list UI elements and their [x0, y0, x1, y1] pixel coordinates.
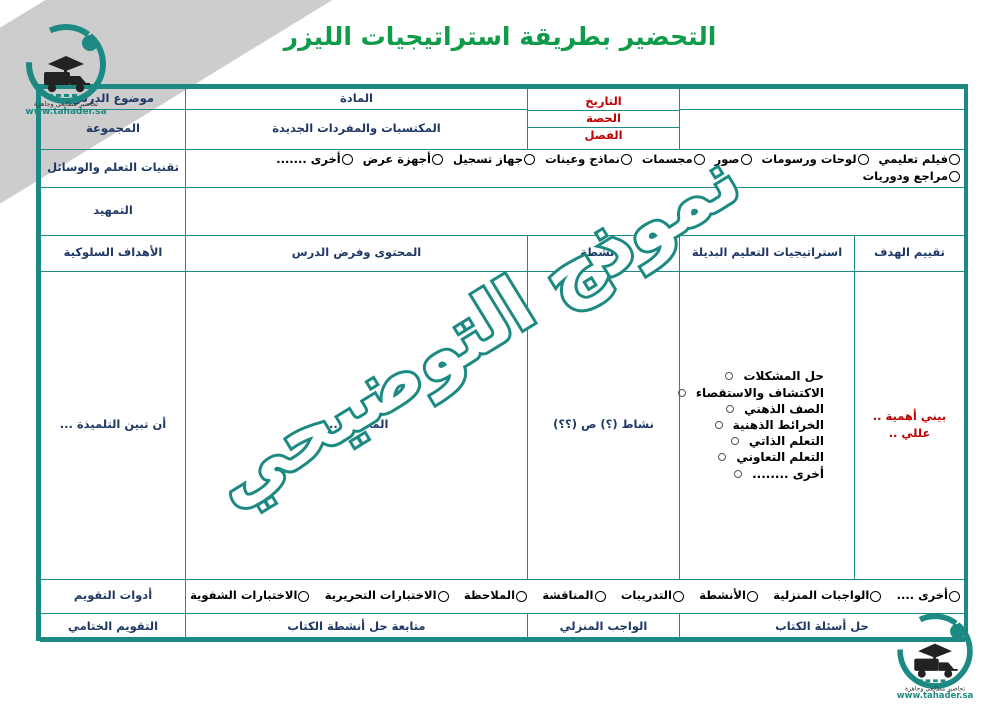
lesson-plan-table: التاريخ الحصة الفصل المادة موضوع الدرس ا… — [40, 88, 965, 642]
goal-eval-line-1: بيني أهمية .. — [872, 408, 947, 423]
checkbox-icon[interactable] — [298, 590, 310, 602]
assessment-option[interactable]: الملاحظة — [464, 588, 528, 604]
tools-options-cell[interactable]: فيلم تعليمي لوحات ورسومات صور مجسمات نما… — [185, 148, 965, 188]
tools-option[interactable]: مراجع ودوريات — [863, 169, 960, 185]
checkbox-icon[interactable] — [437, 590, 449, 602]
subject-label: المادة — [185, 88, 528, 110]
radio-icon[interactable] — [718, 453, 727, 462]
assessment-option[interactable]: الواجبات المنزلية — [773, 588, 882, 604]
intro-value-cell[interactable] — [185, 186, 965, 236]
column-header-strategies: استراتيجيات التعليم البديلة — [679, 234, 855, 272]
table-row-intro: التمهيد — [40, 186, 965, 236]
column-header-activities: الأنشطة — [527, 234, 680, 272]
table-row-tools: فيلم تعليمي لوحات ورسومات صور مجسمات نما… — [40, 148, 965, 188]
goal-eval-cell[interactable]: بيني أهمية .. عللي .. — [854, 270, 965, 580]
tools-option[interactable]: نماذج وعينات — [545, 152, 632, 168]
tools-option[interactable]: فيلم تعليمي — [879, 152, 960, 168]
column-header-content: المحتوى وفرض الدرس — [185, 234, 528, 272]
assessment-option[interactable]: أخرى .... — [897, 588, 960, 604]
assessment-option-list: أخرى .... الواجبات المنزلية الأنشطة التد… — [190, 588, 960, 604]
radio-icon[interactable] — [730, 437, 739, 446]
checkbox-icon[interactable] — [672, 590, 684, 602]
tools-option[interactable]: مجسمات — [642, 152, 705, 168]
page-title: التحضير بطريقة استراتيجيات الليزر — [283, 22, 717, 51]
checkbox-icon[interactable] — [431, 153, 443, 165]
radio-icon[interactable] — [725, 372, 734, 381]
strategies-cell[interactable]: حل المشكلات الاكتشاف والاستقصاء الصف الذ… — [677, 270, 855, 580]
goal-eval-line-2: عللي .. — [888, 426, 931, 441]
checkbox-icon[interactable] — [740, 153, 752, 165]
homework-label-cell: الواجب المنزلي — [527, 612, 680, 642]
radio-icon[interactable] — [714, 421, 723, 430]
homework-value-cell[interactable]: حل أسئلة الكتاب — [679, 612, 965, 642]
tools-option-list: فيلم تعليمي لوحات ورسومات صور مجسمات نما… — [190, 152, 960, 185]
radio-icon[interactable] — [677, 388, 686, 397]
checkbox-icon[interactable] — [949, 590, 960, 602]
date-label: التاريخ — [528, 94, 679, 111]
assessment-option[interactable]: الاختبارات التحريرية — [325, 588, 449, 604]
class-label: الفصل — [584, 127, 623, 142]
table-row-body: بيني أهمية .. عللي .. حل المشكلات الاكتش… — [40, 270, 965, 580]
checkbox-icon[interactable] — [746, 590, 758, 602]
checkbox-icon[interactable] — [620, 153, 632, 165]
strategy-item[interactable]: التعلم الذاتي — [680, 433, 850, 449]
strategy-item[interactable]: التعلم التعاوني — [680, 449, 850, 465]
assessment-tools-label: أدوات التقويم — [40, 578, 186, 614]
table-row-group: المكتسبات والمفردات الجديدة المجموعة — [40, 108, 965, 150]
checkbox-icon[interactable] — [594, 590, 606, 602]
content-cell[interactable]: المحتوي ... — [185, 270, 528, 580]
radio-icon[interactable] — [726, 404, 735, 413]
checkbox-icon[interactable] — [516, 590, 528, 602]
column-header-goal-eval: تقييم الهدف — [854, 234, 965, 272]
table-row-lesson-topic: التاريخ الحصة الفصل المادة موضوع الدرس — [40, 88, 965, 150]
tools-label: تقنيات التعلم والوسائل — [40, 148, 186, 188]
strategy-item[interactable]: الاكتشاف والاستقصاء — [677, 385, 850, 401]
strategy-item[interactable]: حل المشكلات — [680, 368, 850, 384]
checkbox-icon[interactable] — [524, 153, 536, 165]
logo-site: www.tahader.sa — [897, 690, 974, 700]
assessment-option[interactable]: الاختبارات الشفوية — [190, 588, 310, 604]
activities-cell[interactable]: نشاط (؟) ص (؟؟) — [527, 270, 680, 580]
checkbox-icon[interactable] — [949, 153, 960, 165]
strategy-item[interactable]: الخرائط الذهنية — [680, 417, 850, 433]
checkbox-icon[interactable] — [341, 153, 353, 165]
tools-option[interactable]: لوحات ورسومات — [762, 152, 869, 168]
checkbox-icon[interactable] — [949, 171, 960, 183]
tools-option[interactable]: صور — [715, 152, 752, 168]
period-label: الحصة — [528, 111, 679, 128]
column-header-objectives: الأهداف السلوكية — [40, 234, 186, 272]
table-row-closing-eval: حل أسئلة الكتاب الواجب المنزلي متابعة حل… — [40, 612, 965, 642]
assessment-option[interactable]: التدريبات — [621, 588, 684, 604]
radio-icon[interactable] — [734, 469, 743, 478]
group-value-cell[interactable] — [679, 108, 965, 150]
tools-option[interactable]: جهاز تسجيل — [453, 152, 536, 168]
new-vocab-label: المكتسبات والمفردات الجديدة — [185, 108, 528, 150]
followup-cell[interactable]: متابعة حل أنشطة الكتاب — [185, 612, 528, 642]
assessment-option[interactable]: المناقشة — [542, 588, 606, 604]
strategy-item[interactable]: الصف الذهني — [680, 401, 850, 417]
checkbox-icon[interactable] — [870, 590, 882, 602]
logo-tagline: تحاضير مطابعي وجاهزة — [905, 686, 965, 693]
checkbox-icon[interactable] — [857, 153, 869, 165]
assessment-option[interactable]: الأنشطة — [699, 588, 758, 604]
strategies-list: حل المشكلات الاكتشاف والاستقصاء الصف الذ… — [677, 362, 854, 487]
group-label: المجموعة — [40, 108, 186, 150]
lesson-topic-label: موضوع الدرس — [40, 88, 186, 110]
closing-eval-label: التقويم الختامي — [40, 612, 186, 642]
table-row-column-headers: تقييم الهدف استراتيجيات التعليم البديلة … — [40, 234, 965, 272]
objectives-cell[interactable]: أن تبين التلميذة ... — [40, 270, 186, 580]
tools-option[interactable]: أخرى ....... — [276, 152, 353, 168]
assessment-options-cell[interactable]: أخرى .... الواجبات المنزلية الأنشطة التد… — [185, 578, 965, 614]
checkbox-icon[interactable] — [693, 153, 705, 165]
strategy-item[interactable]: أخرى ........ — [680, 466, 850, 482]
date-period-class-stack: التاريخ الحصة الفصل — [527, 88, 680, 150]
date-value-cell[interactable] — [679, 88, 965, 110]
intro-label: التمهيد — [40, 186, 186, 236]
table-row-assessment-tools: أخرى .... الواجبات المنزلية الأنشطة التد… — [40, 578, 965, 614]
tools-option[interactable]: أجهزة عرض — [363, 152, 443, 168]
goal-eval-note: بيني أهمية .. عللي .. — [859, 408, 960, 443]
